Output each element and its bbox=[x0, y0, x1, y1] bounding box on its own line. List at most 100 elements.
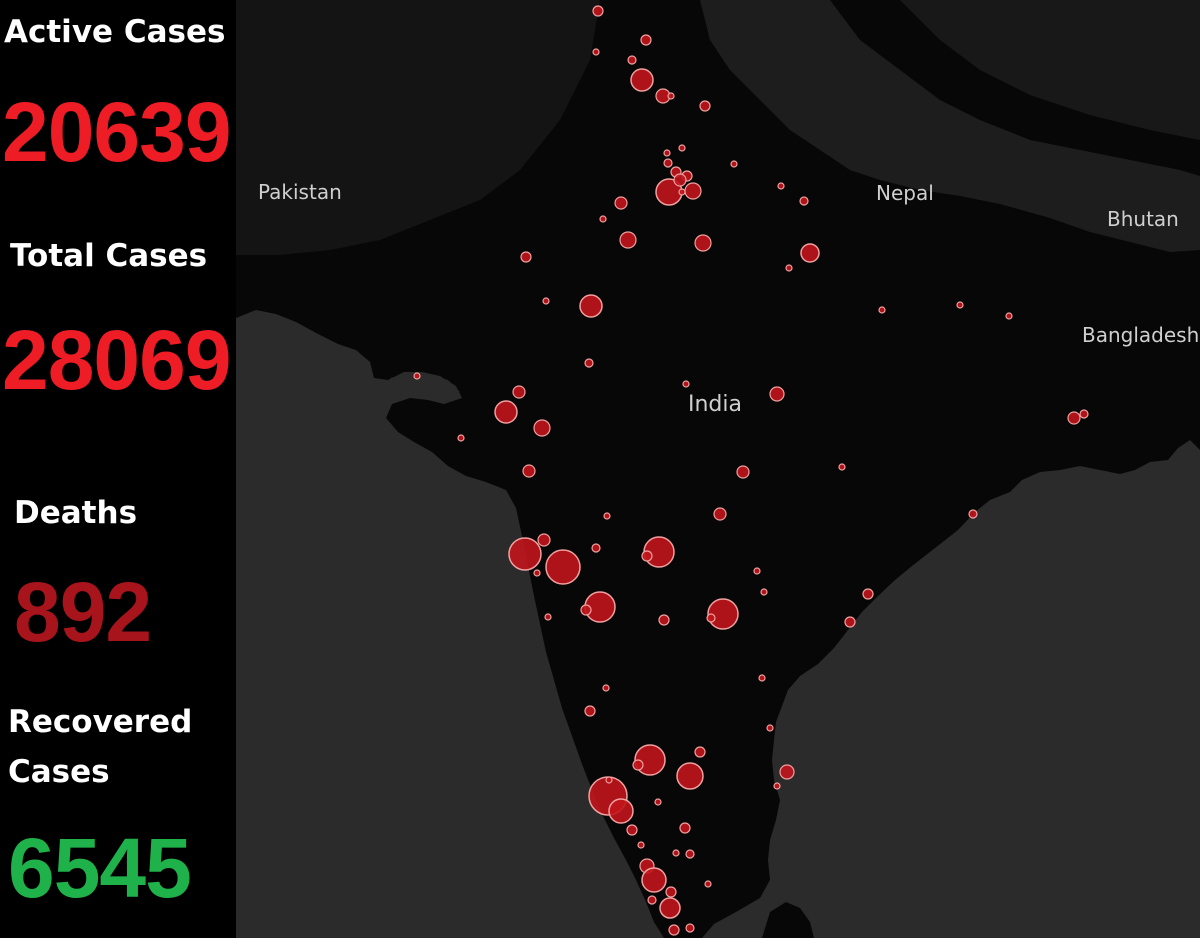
case-marker[interactable] bbox=[537, 533, 551, 547]
case-marker[interactable] bbox=[736, 465, 750, 479]
case-marker[interactable] bbox=[685, 923, 695, 933]
case-marker[interactable] bbox=[605, 776, 613, 784]
case-marker[interactable] bbox=[956, 301, 964, 309]
case-marker[interactable] bbox=[626, 824, 638, 836]
case-marker[interactable] bbox=[614, 196, 628, 210]
case-marker[interactable] bbox=[591, 543, 601, 553]
label-bhutan: Bhutan bbox=[1107, 207, 1179, 231]
india-map[interactable]: Pakistan Nepal Bhutan Bangladesh India bbox=[236, 0, 1200, 938]
case-marker[interactable] bbox=[592, 5, 604, 17]
case-marker[interactable] bbox=[637, 841, 645, 849]
active-cases-label: Active Cases bbox=[4, 14, 226, 50]
case-marker[interactable] bbox=[584, 705, 596, 717]
case-marker[interactable] bbox=[678, 188, 686, 196]
case-marker[interactable] bbox=[707, 598, 739, 630]
case-marker[interactable] bbox=[544, 613, 552, 621]
case-marker[interactable] bbox=[699, 100, 711, 112]
case-marker[interactable] bbox=[862, 588, 874, 600]
case-marker[interactable] bbox=[533, 569, 541, 577]
case-marker[interactable] bbox=[592, 48, 600, 56]
case-marker[interactable] bbox=[579, 294, 603, 318]
case-marker[interactable] bbox=[658, 614, 670, 626]
himalaya-relief bbox=[700, 0, 1200, 252]
case-marker[interactable] bbox=[672, 849, 680, 857]
case-marker[interactable] bbox=[647, 895, 657, 905]
case-marker[interactable] bbox=[878, 306, 886, 314]
case-marker[interactable] bbox=[684, 182, 702, 200]
case-marker[interactable] bbox=[641, 867, 667, 893]
deaths-label: Deaths bbox=[14, 495, 138, 531]
case-marker[interactable] bbox=[800, 243, 820, 263]
case-marker[interactable] bbox=[665, 886, 677, 898]
case-marker[interactable] bbox=[608, 798, 634, 824]
case-marker[interactable] bbox=[630, 68, 654, 92]
case-marker[interactable] bbox=[773, 782, 781, 790]
tibet-relief bbox=[900, 0, 1200, 140]
case-marker[interactable] bbox=[779, 764, 795, 780]
case-marker[interactable] bbox=[678, 144, 686, 152]
case-marker[interactable] bbox=[766, 724, 774, 732]
case-marker[interactable] bbox=[663, 158, 673, 168]
recovered-cases-value: 6545 bbox=[8, 821, 192, 915]
total-cases-value: 28069 bbox=[2, 313, 232, 407]
case-marker[interactable] bbox=[512, 385, 526, 399]
active-cases-value: 20639 bbox=[2, 85, 232, 179]
case-marker[interactable] bbox=[668, 924, 680, 936]
case-marker[interactable] bbox=[659, 897, 681, 919]
label-pakistan: Pakistan bbox=[258, 180, 342, 204]
case-marker[interactable] bbox=[640, 34, 652, 46]
case-marker[interactable] bbox=[627, 55, 637, 65]
label-nepal: Nepal bbox=[876, 181, 934, 205]
case-marker[interactable] bbox=[838, 463, 846, 471]
case-marker[interactable] bbox=[520, 251, 532, 263]
sri-lanka bbox=[762, 902, 814, 938]
case-marker[interactable] bbox=[663, 149, 671, 157]
case-marker[interactable] bbox=[844, 616, 856, 628]
case-marker[interactable] bbox=[679, 822, 691, 834]
case-marker[interactable] bbox=[545, 549, 581, 585]
case-marker[interactable] bbox=[599, 215, 607, 223]
deaths-value: 892 bbox=[14, 565, 152, 659]
case-marker[interactable] bbox=[769, 386, 785, 402]
case-marker[interactable] bbox=[667, 92, 675, 100]
case-marker[interactable] bbox=[654, 798, 662, 806]
case-marker[interactable] bbox=[730, 160, 738, 168]
case-marker[interactable] bbox=[602, 684, 610, 692]
case-marker[interactable] bbox=[777, 182, 785, 190]
north-relief bbox=[236, 0, 600, 255]
case-marker[interactable] bbox=[619, 231, 637, 249]
case-marker[interactable] bbox=[641, 550, 653, 562]
case-marker[interactable] bbox=[542, 297, 550, 305]
case-markers bbox=[413, 5, 1089, 936]
recovered-cases-label-line1: Recovered bbox=[8, 704, 193, 740]
case-marker[interactable] bbox=[799, 196, 809, 206]
case-marker[interactable] bbox=[704, 880, 712, 888]
case-marker[interactable] bbox=[785, 264, 793, 272]
case-marker[interactable] bbox=[968, 509, 978, 519]
case-marker[interactable] bbox=[685, 849, 695, 859]
case-marker[interactable] bbox=[584, 358, 594, 368]
case-marker[interactable] bbox=[413, 372, 421, 380]
case-marker[interactable] bbox=[694, 234, 712, 252]
case-marker[interactable] bbox=[494, 400, 518, 424]
case-marker[interactable] bbox=[457, 434, 465, 442]
case-marker[interactable] bbox=[580, 604, 592, 616]
case-marker[interactable] bbox=[713, 507, 727, 521]
case-marker[interactable] bbox=[632, 759, 644, 771]
case-marker[interactable] bbox=[533, 419, 551, 437]
case-marker[interactable] bbox=[676, 762, 704, 790]
case-marker[interactable] bbox=[603, 512, 611, 520]
stats-panel: Active Cases 20639 Total Cases 28069 Dea… bbox=[0, 0, 236, 938]
case-marker[interactable] bbox=[753, 567, 761, 575]
case-marker[interactable] bbox=[673, 173, 687, 187]
case-marker[interactable] bbox=[1067, 411, 1081, 425]
case-marker[interactable] bbox=[508, 537, 542, 571]
case-marker[interactable] bbox=[1005, 312, 1013, 320]
case-marker[interactable] bbox=[694, 746, 706, 758]
case-marker[interactable] bbox=[758, 674, 766, 682]
case-marker[interactable] bbox=[760, 588, 768, 596]
case-marker[interactable] bbox=[522, 464, 536, 478]
case-marker[interactable] bbox=[682, 380, 690, 388]
case-marker[interactable] bbox=[706, 613, 716, 623]
case-marker[interactable] bbox=[1079, 409, 1089, 419]
